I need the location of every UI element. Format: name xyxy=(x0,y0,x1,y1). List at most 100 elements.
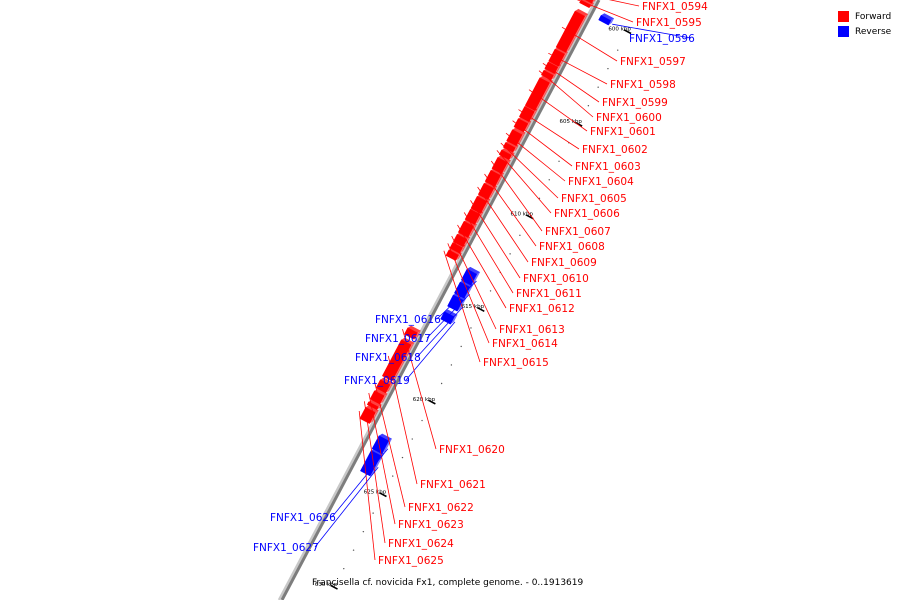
gene-block xyxy=(544,61,559,74)
label-leader xyxy=(447,243,490,344)
gene-label[interactable]: FNFX1_0622 xyxy=(408,502,474,514)
gene-side-face xyxy=(407,325,421,333)
label-leader xyxy=(512,120,573,167)
label-leader xyxy=(612,23,692,39)
label-leader xyxy=(443,250,481,363)
gene-feature[interactable] xyxy=(447,292,467,312)
gene-side-face xyxy=(512,127,526,135)
gene-block xyxy=(598,14,612,26)
label-leader xyxy=(368,392,396,525)
gene-feature[interactable] xyxy=(403,325,421,340)
gene-feature[interactable] xyxy=(540,68,557,81)
gene-label[interactable]: FNFX1_0624 xyxy=(388,538,454,550)
gene-label[interactable]: FNFX1_0609 xyxy=(531,257,597,269)
gene-top-face xyxy=(558,52,568,67)
gene-top-face xyxy=(450,314,458,325)
tick-label: 605 kbp xyxy=(559,119,582,125)
gene-label[interactable]: FNFX1_0598 xyxy=(610,79,676,91)
gene-label[interactable]: FNFX1_0605 xyxy=(561,193,627,205)
label-leader xyxy=(576,0,634,23)
gene-label[interactable]: FNFX1_0618 xyxy=(355,352,421,364)
gene-label[interactable]: FNFX1_0611 xyxy=(516,288,582,300)
minor-tick xyxy=(411,438,413,440)
gene-label[interactable]: FNFX1_0610 xyxy=(523,273,589,285)
gene-feature[interactable] xyxy=(366,399,382,411)
minor-tick xyxy=(440,382,443,385)
gene-labels: FNFX1_0594 FNFX1_0595 FNFX1_0596 FNFX1_0597… xyxy=(253,1,708,567)
gene-side-face xyxy=(575,8,589,17)
major-tick xyxy=(476,306,485,313)
gene-side-face xyxy=(467,266,481,275)
gene-side-face xyxy=(452,240,466,248)
gene-label[interactable]: FNFX1_0627 xyxy=(253,542,319,554)
gene-label[interactable]: FNFX1_0608 xyxy=(539,241,605,253)
label-leader xyxy=(490,160,543,232)
major-tick xyxy=(379,492,387,498)
gene-label[interactable]: FNFX1_0612 xyxy=(509,303,575,315)
gene-feature[interactable] xyxy=(502,140,519,153)
gene-top-face xyxy=(385,382,394,393)
minor-tick xyxy=(470,327,472,329)
gene-block xyxy=(498,149,512,161)
gene-label[interactable]: FNFX1_0623 xyxy=(398,519,464,531)
minor-tick xyxy=(421,419,423,422)
minor-tick xyxy=(607,67,609,70)
gene-label[interactable]: FNFX1_0625 xyxy=(378,555,444,567)
tick-label: 615 kbp xyxy=(462,304,485,310)
gene-label[interactable]: FNFX1_0607 xyxy=(545,226,611,238)
tick-label: 610 kbp xyxy=(511,212,534,218)
gene-label[interactable]: FNFX1_0613 xyxy=(499,324,565,336)
label-leader xyxy=(426,293,470,339)
strand-legend: Forward Reverse xyxy=(838,9,891,39)
gene-label[interactable]: FNFX1_0617 xyxy=(365,333,431,345)
gene-side-face xyxy=(518,116,532,124)
gene-top-face xyxy=(369,410,379,424)
major-tick xyxy=(330,584,338,590)
gene-block xyxy=(445,249,459,261)
gene-feature[interactable] xyxy=(598,13,615,26)
label-leader xyxy=(331,448,389,518)
gene-label[interactable]: FNFX1_0599 xyxy=(602,97,668,109)
gene-top-face xyxy=(474,212,484,225)
gene-block xyxy=(371,435,390,455)
gene-label[interactable]: FNFX1_0621 xyxy=(420,479,486,491)
gene-label[interactable]: FNFX1_0614 xyxy=(492,338,558,350)
gene-feature[interactable] xyxy=(555,8,589,53)
gene-label[interactable]: FNFX1_0626 xyxy=(270,512,336,524)
gene-label[interactable]: FNFX1_0601 xyxy=(590,126,656,138)
gene-top-face xyxy=(494,173,504,187)
tick-label: 620 kbp xyxy=(413,397,436,403)
gene-label[interactable]: FNFX1_0602 xyxy=(582,144,648,156)
gene-top-face xyxy=(529,109,538,122)
gene-feature[interactable] xyxy=(445,247,462,261)
gene-side-face xyxy=(477,194,491,202)
gene-label[interactable]: FNFX1_0606 xyxy=(554,208,620,220)
gene-label[interactable]: FNFX1_0597 xyxy=(620,56,686,68)
gene-label[interactable]: FNFX1_0595 xyxy=(636,17,702,29)
gene-feature[interactable] xyxy=(518,104,538,123)
gene-feature[interactable] xyxy=(524,75,553,111)
gene-label[interactable]: FNFX1_0619 xyxy=(344,375,410,387)
label-leader xyxy=(416,306,464,358)
backbone-line xyxy=(280,0,601,600)
gene-label[interactable]: FNFX1_0594 xyxy=(642,1,708,13)
minor-tick xyxy=(450,364,453,366)
gene-feature[interactable] xyxy=(359,405,379,424)
gene-block xyxy=(381,339,412,382)
gene-feature[interactable] xyxy=(544,59,562,74)
gene-label[interactable]: FNFX1_0596 xyxy=(629,33,695,45)
gene-label[interactable]: FNFX1_0620 xyxy=(439,444,505,456)
gene-label[interactable]: FNFX1_0615 xyxy=(483,357,549,369)
gene-top-face xyxy=(464,285,474,299)
gene-label[interactable]: FNFX1_0600 xyxy=(596,112,662,124)
legend-reverse-label: Reverse xyxy=(855,26,892,37)
minor-tick xyxy=(352,549,355,551)
label-leader xyxy=(484,173,537,247)
gene-top-face xyxy=(512,145,519,153)
gene-side-face xyxy=(543,68,557,76)
gene-label[interactable]: FNFX1_0616 xyxy=(375,314,441,326)
label-leader xyxy=(528,89,588,132)
minor-tick xyxy=(392,475,394,477)
gene-label[interactable]: FNFX1_0604 xyxy=(568,176,634,188)
gene-label[interactable]: FNFX1_0603 xyxy=(575,161,641,173)
